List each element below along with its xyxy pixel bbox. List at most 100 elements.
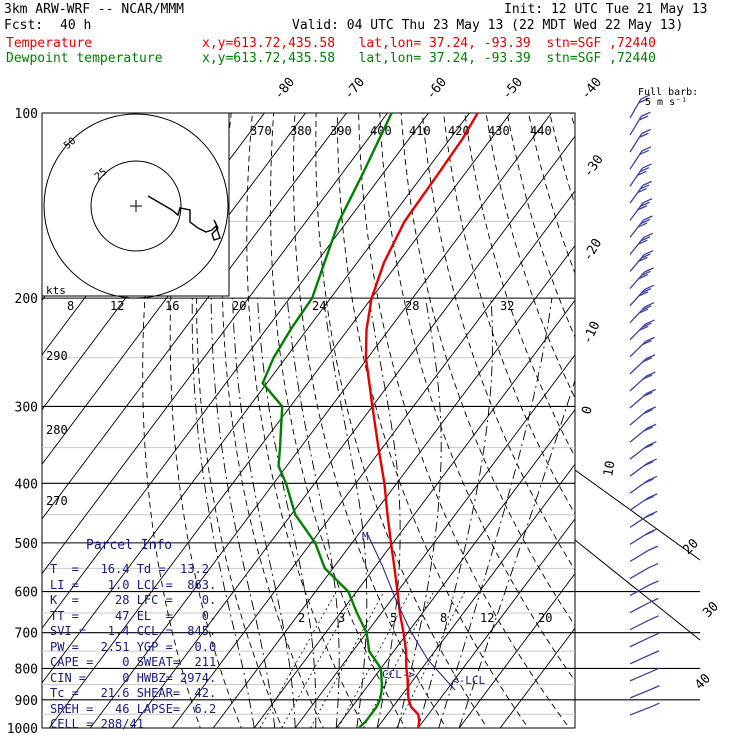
wind-barb-flag bbox=[649, 581, 658, 585]
moist-adiabat bbox=[324, 298, 367, 728]
parcel-row: LI = 1.0 LCL = 863. bbox=[50, 578, 216, 594]
wind-barb bbox=[630, 390, 656, 408]
height-label: 280 bbox=[46, 423, 68, 437]
isotherm-line bbox=[500, 113, 740, 728]
lcl-label: <-LCL bbox=[452, 674, 485, 687]
isotherm-line bbox=[459, 113, 740, 728]
wind-barb-staff bbox=[630, 602, 649, 612]
parcel-row: CAPE = 0 SWEAT= 211 bbox=[50, 655, 216, 671]
height-label: 270 bbox=[46, 494, 68, 508]
wind-barb-staff bbox=[630, 672, 650, 681]
wind-barb-staff bbox=[630, 568, 649, 579]
parcel-row: T = 16.4 Td = 13.2 bbox=[50, 562, 209, 578]
wind-barb-flag bbox=[642, 147, 651, 151]
theta-label: 370 bbox=[250, 124, 272, 138]
isotherm-line bbox=[336, 113, 740, 728]
mixing-ratio-label: 12 bbox=[480, 611, 494, 625]
theta-label: 430 bbox=[488, 124, 510, 138]
theta-label: 440 bbox=[530, 124, 552, 138]
wind-barb-flag bbox=[650, 633, 659, 637]
wind-barb bbox=[630, 442, 656, 459]
wind-barb bbox=[630, 476, 657, 493]
dry-adiabat bbox=[656, 113, 740, 740]
isotherm-line bbox=[377, 113, 740, 728]
m-marker: M bbox=[362, 530, 369, 543]
pressure-tick-label: 100 bbox=[15, 107, 38, 122]
wind-barb bbox=[630, 216, 652, 237]
wind-barb bbox=[630, 703, 660, 715]
isotherm-label: 40 bbox=[692, 671, 714, 693]
wind-barb bbox=[630, 668, 659, 681]
mixing-ratio-label: 2 bbox=[298, 611, 305, 625]
isotherm-label: -60 bbox=[424, 75, 451, 103]
wind-barb bbox=[630, 251, 653, 272]
wind-barb bbox=[630, 233, 653, 254]
wind-barb-staff bbox=[630, 620, 650, 630]
barb-legend-line2: 5 m s⁻¹ bbox=[645, 97, 687, 108]
moist-adiabat bbox=[459, 298, 600, 728]
dry-adiabat bbox=[529, 113, 740, 740]
isotherm-label: -30 bbox=[581, 152, 607, 180]
temperature-curve bbox=[366, 113, 478, 728]
wind-barb bbox=[630, 337, 655, 356]
parcel-row: K = 28 LFC = 0. bbox=[50, 593, 216, 609]
pressure-tick-label: 800 bbox=[15, 662, 38, 677]
pressure-tick-label: 200 bbox=[15, 292, 38, 307]
wind-speed-label: 24 bbox=[312, 299, 326, 313]
parcel-row: PW = 2.51 YGP = 0.0 bbox=[50, 640, 216, 656]
isotherm-line bbox=[254, 113, 715, 728]
pressure-tick-label: 600 bbox=[15, 586, 38, 601]
wind-barb-flag bbox=[642, 164, 651, 168]
height-label: 290 bbox=[46, 349, 68, 363]
isotherm-label: -80 bbox=[272, 75, 299, 103]
wind-barb bbox=[630, 407, 656, 425]
wind-barb bbox=[630, 529, 658, 545]
pressure-tick-label: 300 bbox=[15, 400, 38, 415]
wind-barb bbox=[630, 268, 653, 289]
mixing-ratio-label: 5 bbox=[390, 611, 397, 625]
parcel-row: SREH = 46 LAPSE= 6.2 bbox=[50, 702, 216, 718]
mixing-ratio-line bbox=[311, 592, 384, 728]
mixing-ratio-label: 3 bbox=[338, 611, 345, 625]
theta-label: 380 bbox=[290, 124, 312, 138]
wind-barb-flag bbox=[649, 564, 658, 568]
parcel-info-box: Parcel Info T = 16.4 Td = 13.2 LI = 1.0 … bbox=[44, 536, 236, 732]
wind-barb-flag bbox=[650, 616, 659, 620]
isotherm-label: -40 bbox=[579, 75, 606, 103]
wind-barb-staff bbox=[630, 690, 650, 698]
wind-barb bbox=[630, 633, 659, 646]
wind-barb-flag bbox=[643, 199, 652, 203]
parcel-row: TT = 47 EL = 0. bbox=[50, 609, 216, 625]
pressure-tick-label: 900 bbox=[15, 694, 38, 709]
pressure-tick-label: 700 bbox=[15, 627, 38, 642]
theta-label: 390 bbox=[330, 124, 352, 138]
wind-barb bbox=[630, 616, 659, 630]
dry-adiabat bbox=[465, 113, 740, 740]
pressure-tick-label: 400 bbox=[15, 477, 38, 492]
wind-barb bbox=[630, 372, 655, 391]
pressure-tick-label: 500 bbox=[15, 537, 38, 552]
wind-speed-label: 20 bbox=[232, 299, 246, 313]
pressure-tick-label: 1000 bbox=[7, 722, 38, 737]
wind-barbs bbox=[630, 95, 660, 715]
wind-barb-flag bbox=[643, 181, 652, 185]
isotherm-label: -50 bbox=[500, 75, 527, 103]
dry-adiabat bbox=[592, 113, 740, 740]
parcel-info-title: Parcel Info bbox=[86, 538, 172, 554]
dry-adiabat bbox=[444, 113, 740, 740]
wind-barb bbox=[630, 686, 659, 698]
wind-barb-flag bbox=[644, 251, 653, 255]
isotherm-label: 20 bbox=[680, 536, 702, 558]
moist-adiabat bbox=[418, 298, 492, 728]
dry-adiabat bbox=[247, 113, 371, 740]
kts-label: kts bbox=[46, 284, 66, 297]
wind-speed-label: 28 bbox=[405, 299, 419, 313]
ccl-label: CCL-> bbox=[382, 668, 415, 681]
isotherm-ext-40 bbox=[575, 540, 700, 640]
wind-barb-flag bbox=[650, 686, 659, 690]
moist-adiabat bbox=[439, 298, 552, 728]
wind-barb bbox=[630, 598, 658, 612]
wind-barb bbox=[630, 546, 658, 561]
wind-speed-label: 32 bbox=[500, 299, 514, 313]
wind-barb bbox=[630, 303, 654, 323]
